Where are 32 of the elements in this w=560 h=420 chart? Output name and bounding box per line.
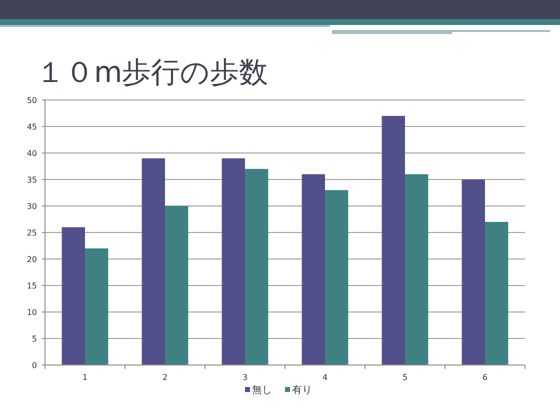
- x-tick-label: 2: [162, 373, 168, 382]
- legend-label: 無し: [252, 384, 272, 396]
- bar: [325, 190, 348, 365]
- bar: [165, 206, 188, 365]
- y-tick-label: 20: [26, 255, 37, 264]
- bar: [382, 116, 405, 365]
- x-tick-label: 4: [322, 373, 328, 382]
- y-tick-label: 50: [26, 96, 37, 105]
- y-tick-label: 30: [26, 202, 37, 211]
- bar: [462, 180, 485, 365]
- bar: [85, 248, 108, 365]
- bar: [485, 222, 508, 365]
- bar: [245, 168, 268, 365]
- y-tick-label: 0: [32, 361, 37, 370]
- y-tick-label: 45: [26, 122, 37, 132]
- bar: [142, 158, 165, 365]
- x-tick-label: 3: [242, 373, 248, 382]
- y-tick-label: 25: [26, 228, 37, 238]
- bar: [302, 174, 325, 365]
- bar: [405, 174, 428, 365]
- x-tick-label: 1: [82, 373, 88, 382]
- bar: [62, 227, 85, 365]
- bar: [222, 158, 245, 365]
- y-tick-label: 10: [26, 308, 37, 317]
- legend-label: 有り: [292, 384, 312, 396]
- chart-title: １０m歩行の歩数: [36, 55, 268, 89]
- y-tick-label: 15: [26, 282, 37, 290]
- y-tick-label: 5: [32, 334, 37, 344]
- x-tick-label: 6: [482, 373, 488, 382]
- y-tick-label: 35: [26, 176, 37, 184]
- x-tick-label: 5: [402, 373, 408, 382]
- y-tick-label: 40: [26, 149, 37, 158]
